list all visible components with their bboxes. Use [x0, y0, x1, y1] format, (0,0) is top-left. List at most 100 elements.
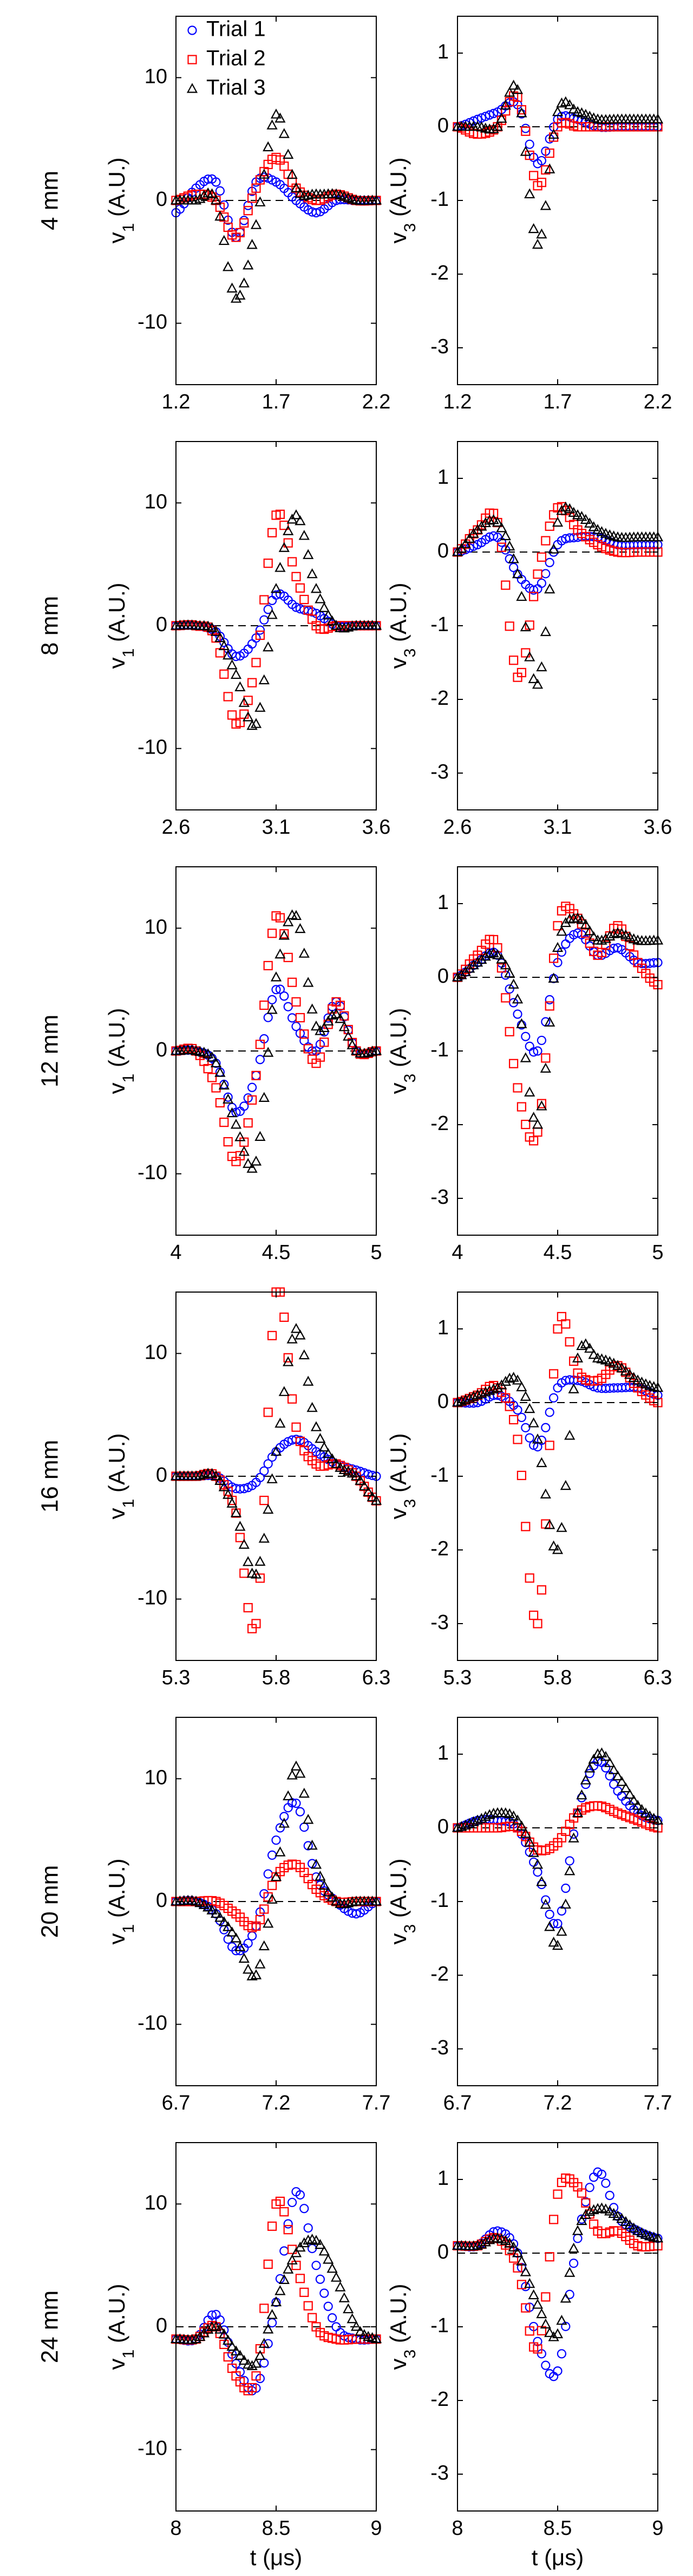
data-point — [541, 1423, 551, 1432]
data-point — [303, 1375, 314, 1386]
data-point — [234, 1131, 246, 1141]
data-point — [335, 1462, 346, 1472]
data-point — [520, 1391, 531, 1401]
y-axis-label: v3 (A.U.) — [385, 1858, 419, 1944]
data-point — [565, 1337, 574, 1347]
data-point — [536, 1100, 547, 1111]
data-point — [315, 1052, 325, 1062]
data-point — [537, 578, 547, 588]
data-point — [299, 594, 309, 605]
panel-8mm-v3: 2.6 3.1 3.6 -3 -2 -1 0 1 v3 (A.U.) — [385, 441, 672, 839]
data-point — [286, 1769, 298, 1780]
data-point — [343, 1024, 353, 1035]
data-point — [576, 914, 587, 924]
data-point — [290, 1760, 302, 1771]
data-point — [223, 2334, 234, 2345]
data-point — [283, 952, 293, 962]
y-tick-label: -2 — [430, 1112, 449, 1135]
data-point — [556, 925, 567, 936]
data-point — [251, 2371, 261, 2381]
data-point — [210, 1470, 222, 1481]
data-point — [278, 1818, 290, 1828]
data-point — [274, 1417, 286, 1428]
data-point — [263, 2323, 274, 2334]
data-point — [541, 1895, 551, 1905]
data-point — [278, 2274, 290, 2284]
data-point — [564, 913, 576, 924]
series-trial-2 — [171, 509, 381, 729]
data-point — [488, 1383, 499, 1393]
series-trial-3 — [170, 2234, 382, 2371]
data-point — [226, 282, 238, 293]
data-point — [501, 106, 511, 116]
y-tick-label: 0 — [156, 1889, 167, 1912]
data-point — [576, 2215, 587, 2225]
data-point — [243, 1938, 253, 1948]
data-point — [568, 2259, 579, 2268]
data-point — [278, 930, 290, 940]
data-point — [580, 919, 591, 929]
data-point — [263, 1459, 273, 1469]
data-point — [214, 1067, 226, 1077]
data-point — [580, 2209, 591, 2219]
data-point — [186, 2334, 198, 2344]
data-point — [218, 1079, 230, 1090]
data-point — [533, 1127, 542, 1137]
data-point — [524, 1403, 535, 1413]
data-point — [223, 649, 234, 660]
data-point — [254, 1555, 266, 1566]
data-point — [524, 2277, 535, 2288]
row-label: 12 mm — [37, 1015, 63, 1087]
data-point — [608, 928, 619, 938]
data-point — [223, 1092, 233, 1102]
data-point — [307, 2313, 317, 2322]
data-point — [564, 2267, 576, 2277]
data-point — [274, 2285, 286, 2295]
data-point — [636, 1803, 648, 1814]
data-point — [460, 1819, 471, 1830]
data-point — [295, 515, 306, 525]
data-point — [210, 194, 222, 205]
data-point — [283, 1356, 294, 1366]
x-tick-label: 8.5 — [544, 2517, 572, 2540]
data-point — [537, 1585, 547, 1595]
data-point — [298, 530, 310, 540]
data-point — [532, 1859, 544, 1869]
data-point — [215, 1098, 225, 1108]
data-point — [338, 2292, 350, 2302]
data-point — [456, 1821, 467, 1831]
data-point — [330, 2272, 342, 2282]
data-point — [468, 959, 479, 970]
data-point — [533, 2344, 542, 2354]
data-point — [279, 2246, 289, 2256]
series-trial-2 — [453, 502, 663, 682]
data-point — [560, 2292, 571, 2303]
data-point — [287, 2197, 297, 2208]
data-point — [585, 2183, 594, 2192]
data-point — [588, 1754, 599, 1764]
data-point — [263, 1407, 273, 1417]
data-point — [250, 718, 262, 728]
data-point — [326, 1009, 338, 1020]
data-point — [525, 1433, 534, 1443]
axes-box — [457, 1292, 658, 1661]
y-tick-label: 1 — [437, 891, 449, 914]
y-axis-label: v3 (A.U.) — [385, 1008, 419, 1094]
data-point — [234, 289, 246, 300]
data-point — [303, 2301, 313, 2311]
data-point — [573, 2234, 583, 2243]
data-point — [545, 557, 554, 567]
data-point — [258, 1533, 270, 1543]
data-point — [536, 661, 547, 672]
data-point — [552, 942, 564, 952]
data-point — [521, 126, 531, 136]
data-point — [540, 1488, 551, 1498]
data-point — [223, 1921, 234, 1931]
data-point — [533, 1046, 542, 1056]
data-point — [616, 1776, 627, 1786]
y-tick-label: -1 — [430, 1039, 449, 1061]
data-point — [596, 935, 607, 945]
data-point — [512, 1814, 524, 1825]
x-tick-label: 2.6 — [443, 816, 472, 839]
x-tick-label: 1.2 — [443, 391, 472, 413]
